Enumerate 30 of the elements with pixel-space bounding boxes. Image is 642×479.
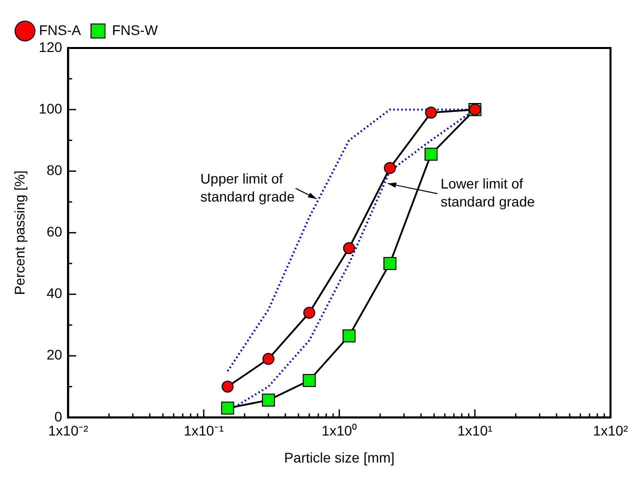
x-tick-label: 1x10¹ [457,422,493,439]
x-tick-label: 1x10⁻¹ [184,422,224,439]
annotation: Lower limit of standard grade [440,175,535,210]
y-tick-label: 20 [46,346,62,363]
y-tick-label: 80 [46,162,62,178]
point [262,352,274,365]
legend-label: FNS-W [112,22,159,38]
y-tick-label: 0 [54,408,62,424]
y-tick-label: 40 [46,285,62,302]
point [424,148,438,161]
x-tick-label: 1x10² [592,422,628,439]
x-axis-title: Particle size [mm] [284,449,395,466]
y-tick-label: 120 [38,38,62,55]
x-tick-label: 1x10⁻² [48,422,88,439]
x-tick-label: 1x10⁰ [322,422,358,439]
point [303,306,316,319]
point [222,380,234,393]
legend-label: FNS-A [39,22,82,38]
annotation: Upper limit of standard grade [200,170,295,205]
point [221,402,234,415]
point [383,256,396,270]
y-axis-title: Percent passing [%] [11,170,28,295]
point [384,162,396,174]
point [302,374,316,387]
y-tick-label: 60 [46,224,62,240]
y-tick-label: 100 [38,100,62,116]
point [343,242,356,254]
point [262,394,275,407]
point [425,106,438,119]
point [342,329,356,342]
